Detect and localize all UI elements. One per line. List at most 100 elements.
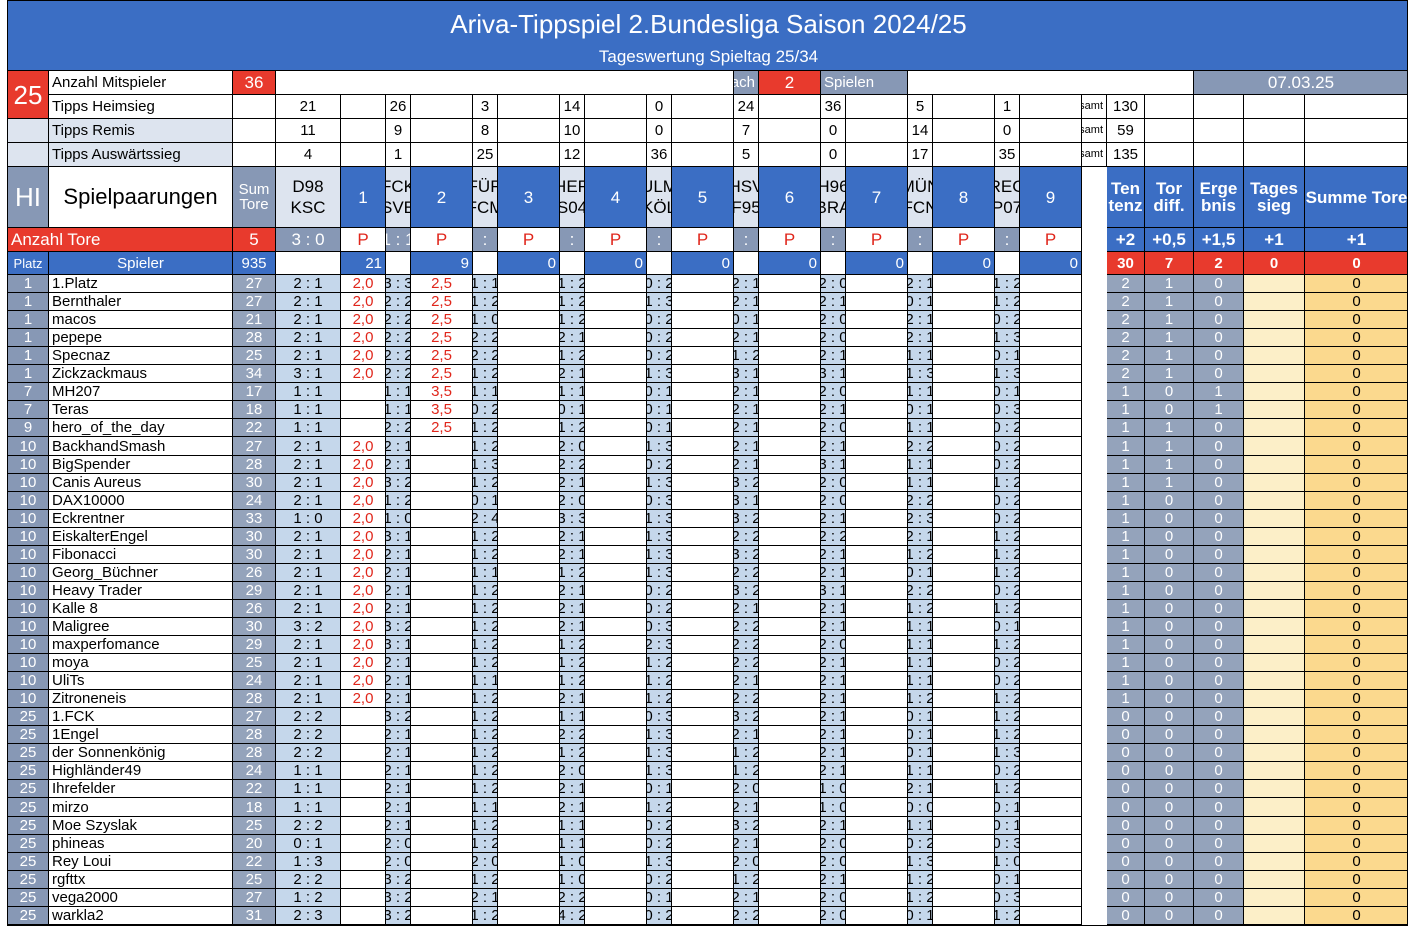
player-tordiff: 0 [1145,383,1194,401]
blank-cell [846,492,908,510]
player-tip: 1 : 1 [473,798,498,817]
tipps-auswaertssieg-count: 17 [908,143,933,167]
player-platz: 10 [8,456,49,474]
game-number: 5 [672,167,734,228]
player-platz: 1 [8,275,49,293]
player-ergebnis: 0 [1194,871,1244,889]
spieler-header: Spieler [49,252,233,275]
player-name: Eckrentner [49,510,233,528]
player-ergebnis: 0 [1194,744,1244,762]
player-game-points: 2,0 [341,654,386,672]
player-tendenz: 1 [1107,564,1145,582]
player-tip: 1 : 1 [908,383,933,401]
blank-cell [846,419,908,437]
blank-cell [498,636,560,654]
player-tip: 2 : 2 [386,311,411,329]
player-tip: 2 : 1 [560,618,585,636]
player-tip: 0 : 1 [908,564,933,582]
player-tip: 1 : 3 [647,762,672,780]
player-tagessieg [1244,401,1305,419]
player-name: phineas [49,835,233,853]
blank-cell [498,817,560,835]
blank-cell [908,252,933,275]
blank-cell [759,582,821,600]
player-ergebnis: 0 [1194,672,1244,690]
player-tip: 2 : 3 [908,510,933,528]
player-tip: 3 : 2 [734,546,759,564]
player-tip: 2 : 2 [734,528,759,546]
blank-cell [1020,383,1082,401]
player-tagessieg [1244,437,1305,456]
player-game-points [341,383,386,401]
player-tip: 2 : 1 [560,690,585,708]
player-tip: 2 : 0 [821,474,846,492]
tipps-remis-count: 0 [995,119,1020,143]
page-subtitle: Tageswertung Spieltag 25/34 [598,47,819,66]
player-game-points [341,744,386,762]
blank-cell [933,383,995,401]
player-tendenz: 1 [1107,401,1145,419]
blank-cell [647,252,672,275]
player-game-points [411,907,473,925]
blank-cell [1305,143,1407,167]
player-tip: 1 : 2 [734,347,759,365]
player-tip: 2 : 2 [276,744,341,762]
blank-cell [846,293,908,311]
player-tip: 1 : 1 [386,401,411,419]
blank-cell [672,744,734,762]
blank-cell [759,762,821,780]
player-tip: 1 : 2 [473,780,498,798]
player-tip: 2 : 1 [734,600,759,618]
player-tordiff: 0 [1145,636,1194,654]
player-tagessieg [1244,528,1305,546]
player-tip: 1 : 2 [473,690,498,708]
score-header: Summe Tore [1305,167,1407,228]
player-tip: 2 : 2 [908,582,933,600]
blank-cell [1194,95,1244,119]
player-tagessieg [1244,672,1305,690]
player-tip: 1 : 2 [908,871,933,889]
player-summe-tore: 0 [1305,347,1407,365]
player-tip: 1 : 2 [647,672,672,690]
player-game-points [341,726,386,744]
blank-cell [386,252,411,275]
blank-cell [585,311,647,329]
player-tip: 0 : 2 [908,835,933,853]
away-team: P07 [995,198,1019,217]
player-sum-tore: 25 [233,654,276,672]
player-game-points: 2,0 [341,329,386,347]
blank-cell [933,762,995,780]
blank-cell [1020,618,1082,636]
player-tip: 1 : 2 [473,582,498,600]
player-tagessieg [1244,618,1305,636]
player-name: Zitroneneis [49,690,233,708]
score-bonus: +0,5 [1145,228,1194,252]
blank-cell [846,546,908,564]
player-tip: 1 : 2 [995,708,1020,726]
player-tip: 2 : 0 [386,853,411,871]
score-bonus: +1,5 [1194,228,1244,252]
player-tip: 1 : 3 [276,853,341,871]
player-tip: 2 : 2 [276,708,341,726]
player-name: Specnaz [49,347,233,365]
fixture-header: REG P07 [995,167,1020,228]
player-tip: 2 : 0 [821,383,846,401]
blank-cell [498,762,560,780]
blank-cell [498,744,560,762]
game-points-count: 0 [933,252,995,275]
blank-cell [672,618,734,636]
player-tip: 1 : 2 [473,835,498,853]
player-platz: 7 [8,401,49,419]
blank-cell [846,119,908,143]
player-tip: 0 : 1 [647,889,672,907]
home-team: FÜR [473,177,497,196]
player-tendenz: 0 [1107,817,1145,835]
player-ergebnis: 0 [1194,365,1244,383]
blank-cell [672,871,734,889]
player-tordiff: 0 [1145,907,1194,925]
player-tip: 1 : 2 [473,293,498,311]
blank-cell [933,817,995,835]
tipps-auswaertssieg-count: 0 [821,143,846,167]
blank-cell [933,798,995,817]
player-tagessieg [1244,311,1305,329]
